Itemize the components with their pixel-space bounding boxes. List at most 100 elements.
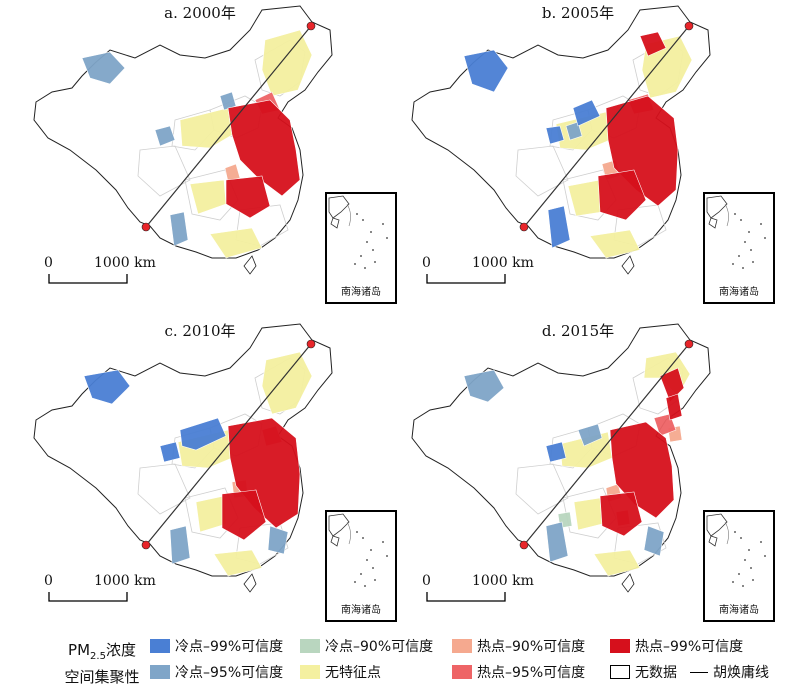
scale-bar-d: 0 1000 km: [422, 573, 562, 603]
scale-line-a: [48, 274, 128, 284]
inset-island-c-4: [372, 567, 374, 569]
inset-coast-a: [346, 203, 351, 227]
legend-title-tail: 浓度: [105, 641, 136, 659]
legend: PM2.5浓度 空间集聚性 冷点–99%可信度 冷点–95%可信度 冷点–90%…: [0, 632, 807, 688]
cold99-cluster-b-2: [572, 99, 601, 127]
inset-label-d: 南海诸岛: [719, 605, 759, 616]
hot99-cluster-b-0: [605, 95, 679, 207]
legend-swatch-cold99: [150, 639, 170, 653]
inset-island-a-3: [366, 241, 368, 243]
legend-title-sub: 2.5: [90, 651, 106, 662]
map-layer-c: [33, 323, 333, 593]
legend-swatch-hot90: [452, 639, 472, 653]
hu-line-b: [523, 25, 690, 228]
neutral-cluster-c-3: [213, 549, 263, 577]
inset-island-b-6: [732, 263, 734, 265]
map-panel-b: b. 2005年 0 1000 km 南海诸岛: [378, 0, 778, 315]
inset-island-b-5: [738, 255, 740, 257]
inset-island-b-1: [740, 219, 742, 221]
legend-label-nodata: 无数据: [635, 665, 677, 681]
legend-label-cold99: 冷点–99%可信度: [175, 639, 284, 655]
hot99-cluster-d-1: [599, 491, 643, 537]
inset-island-c-0: [356, 531, 358, 533]
hu-line-north-point-d: [684, 339, 694, 349]
hu-line-south-point-b: [519, 222, 529, 232]
neutral-cluster-a-3: [209, 227, 263, 259]
inset-mainland-a: [328, 195, 350, 219]
china-map-a: [33, 5, 333, 275]
scale-label-b: 1000 km: [472, 255, 534, 271]
panel-title-b: b. 2005年: [541, 4, 615, 22]
inset-island-c-7: [364, 585, 366, 587]
inset-mainland-c: [328, 513, 350, 537]
inset-island-b-2: [748, 231, 750, 233]
inset-hainan-a: [330, 217, 340, 229]
map-panel-c: c. 2010年 0 1000 km 南海诸岛: [0, 318, 400, 633]
cold95-cluster-b-0: [565, 121, 583, 141]
cold99-cluster-d-0: [545, 441, 567, 463]
inset-map-c: [328, 513, 388, 587]
legend-swatch-huline: [690, 671, 708, 673]
inset-island-c-3: [366, 559, 368, 561]
legend-title: PM2.5浓度 空间集聚性: [52, 640, 152, 687]
scale-line-c: [48, 592, 128, 602]
inset-island-d-5: [738, 573, 740, 575]
scale-bar-c: 0 1000 km: [44, 573, 184, 603]
hot99-cluster-a-1: [225, 175, 271, 219]
neutral-cluster-a-1: [261, 29, 313, 97]
cold99-cluster-c-2: [159, 441, 181, 463]
inset-layer-c: [328, 513, 388, 587]
inset-island-d-2: [748, 549, 750, 551]
legend-label-huline: 胡焕庸线: [713, 665, 769, 681]
cold95-cluster-a-2: [169, 211, 189, 247]
hu-line-c: [145, 343, 312, 546]
legend-item-huline: 胡焕庸线: [690, 662, 769, 682]
hu-line-d: [523, 343, 690, 546]
province-boundary-a-4: [137, 145, 191, 197]
province-boundary-c-4: [137, 463, 191, 515]
hainan-outline-c: [243, 573, 257, 593]
cold99-cluster-b-0: [463, 49, 509, 93]
cold95-cluster-d-3: [643, 525, 665, 557]
inset-map-d: [706, 513, 766, 587]
inset-layer-a: [328, 195, 388, 269]
cold95-cluster-d-1: [545, 521, 569, 563]
inset-map-b: [706, 195, 766, 269]
scale-line-b: [426, 274, 506, 284]
scale-zero-a: 0: [44, 255, 53, 271]
map-layer-a: [33, 5, 333, 275]
inset-island-b-9: [760, 223, 762, 225]
inset-island-c-9: [382, 541, 384, 543]
inset-island-a-6: [354, 263, 356, 265]
map-layer-d: [411, 323, 711, 593]
cold95-cluster-a-1: [154, 125, 176, 147]
inset-label-a: 南海诸岛: [341, 287, 381, 298]
legend-label-hot90: 热点–90%可信度: [477, 639, 586, 655]
legend-title-line1: PM2.5浓度: [52, 640, 152, 667]
inset-map-a: [328, 195, 388, 269]
scale-bar-b: 0 1000 km: [422, 255, 562, 285]
panel-title-d: d. 2015年: [541, 322, 615, 340]
hu-line-south-point-a: [141, 222, 151, 232]
province-boundary-d-4: [515, 463, 569, 515]
cold99-cluster-c-0: [83, 369, 131, 405]
scale-label-d: 1000 km: [472, 573, 534, 589]
inset-island-c-8: [374, 579, 376, 581]
legend-item-neutral: 无特征点: [300, 662, 381, 682]
inset-island-c-10: [386, 555, 388, 557]
legend-swatch-cold90: [300, 639, 320, 653]
inset-mainland-b: [706, 195, 728, 219]
legend-title-pm: PM: [68, 641, 91, 659]
inset-island-d-10: [764, 555, 766, 557]
inset-island-b-3: [744, 241, 746, 243]
china-map-d: [411, 323, 711, 593]
hot99-cluster-c-0: [227, 417, 301, 529]
inset-mainland-d: [706, 513, 728, 537]
neutral-cluster-d-2: [573, 497, 603, 531]
inset-island-a-2: [370, 231, 372, 233]
inset-hainan-b: [708, 217, 718, 229]
hot99-cluster-d-3: [665, 393, 683, 421]
cold95-cluster-d-2: [577, 423, 603, 447]
cold99-cluster-b-3: [545, 125, 565, 145]
hot99-cluster-d-2: [659, 367, 685, 403]
